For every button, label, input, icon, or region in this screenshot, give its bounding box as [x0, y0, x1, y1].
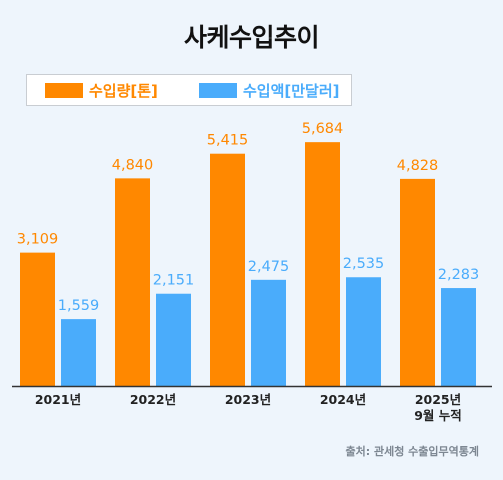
bar-amount-4 [441, 288, 476, 386]
legend-swatch-amount [199, 83, 237, 98]
bar-amount-1 [156, 293, 191, 386]
data-label-amount-4: 2,283 [438, 267, 480, 283]
data-label-amount-1: 2,151 [153, 273, 195, 289]
bar-amount-0 [61, 319, 96, 386]
chart-title: 사케수입추이 [183, 23, 320, 52]
legend-label-volume: 수입량[톤] [89, 82, 158, 100]
data-label-volume-0: 3,109 [17, 232, 59, 248]
x-tick-label-4-line0: 2025년 [415, 392, 461, 407]
source-note: 출처: 관세청 수출입무역통계 [345, 445, 480, 458]
data-label-volume-1: 4,840 [112, 157, 154, 173]
data-label-amount-3: 2,535 [343, 256, 385, 272]
legend-swatch-volume [45, 83, 83, 98]
bar-volume-2 [210, 153, 245, 386]
bar-volume-3 [305, 142, 340, 386]
bar-amount-3 [346, 277, 381, 386]
bar-volume-4 [400, 178, 435, 386]
data-label-volume-4: 4,828 [397, 158, 439, 174]
data-label-amount-2: 2,475 [248, 259, 290, 275]
data-label-volume-3: 5,684 [302, 121, 344, 137]
data-label-volume-2: 5,415 [207, 133, 249, 149]
chart-legend: 수입량[톤] 수입액[만달러] [26, 74, 352, 106]
data-label-amount-0: 1,559 [58, 298, 100, 314]
x-tick-label-3: 2024년 [320, 392, 366, 407]
x-tick-label-4-line1: 9월 누적 [414, 408, 462, 423]
legend-label-amount: 수입액[만달러] [243, 82, 340, 100]
bar-volume-1 [115, 178, 150, 386]
bar-amount-2 [251, 279, 286, 386]
x-tick-label-2: 2023년 [225, 392, 271, 407]
bar-volume-0 [20, 252, 55, 386]
x-tick-label-0: 2021년 [35, 392, 81, 407]
x-tick-label-1: 2022년 [130, 392, 176, 407]
